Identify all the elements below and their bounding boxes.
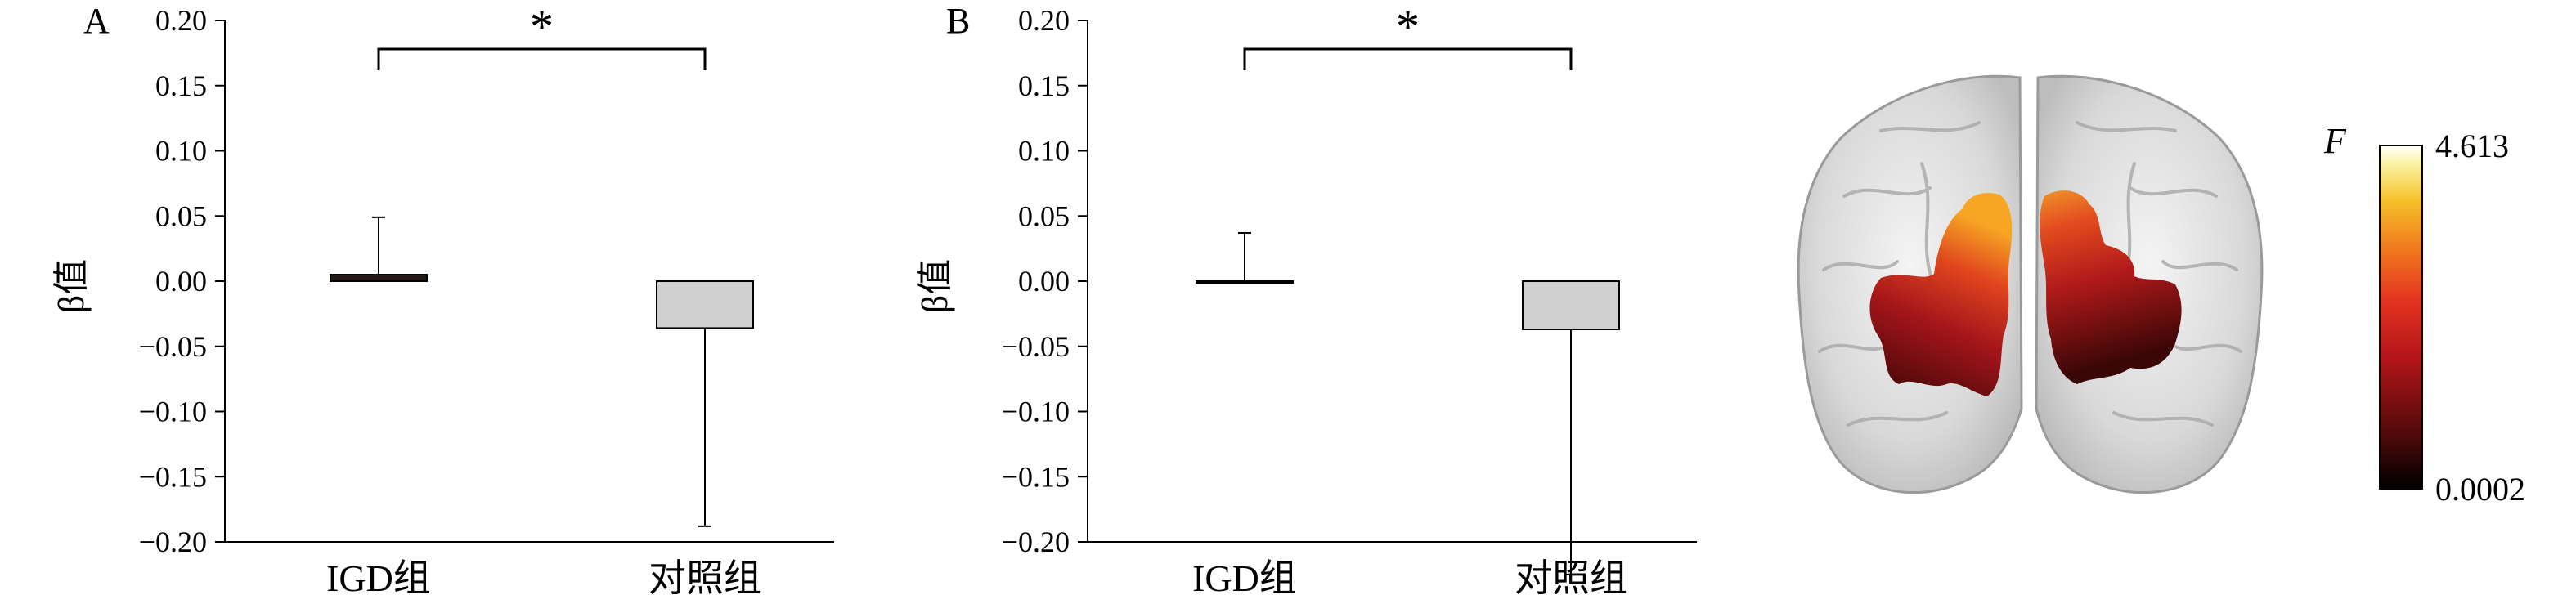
y-ticks-a: 0.20 0.15 0.10 0.05 0.00 −0.05 −0.10 −0.15 −0.20	[139, 4, 225, 558]
activation-cluster-right	[2040, 190, 2182, 384]
y-tick-label: 0.20	[1018, 4, 1070, 37]
significance-bracket-a	[377, 47, 707, 70]
significance-star-b: *	[1396, 0, 1420, 53]
colorbar-min-label: 0.0002	[2435, 471, 2525, 508]
bar	[1196, 280, 1294, 284]
y-tick-label: 0.10	[1018, 135, 1070, 168]
bar	[1522, 280, 1620, 331]
category-labels-b: IGD组 对照组	[1192, 557, 1627, 599]
y-axis-label-b: β值	[915, 259, 955, 313]
y-tick-label: −0.20	[1002, 526, 1070, 558]
significance-star-a: *	[530, 0, 554, 53]
y-tick-label: 0.05	[155, 199, 207, 232]
category-label: 对照组	[648, 557, 761, 599]
y-tick-label: −0.15	[1002, 460, 1070, 493]
y-tick-label: 0.15	[1018, 69, 1070, 102]
category-label: IGD组	[1192, 557, 1297, 599]
y-tick-label: 0.00	[155, 265, 207, 298]
y-tick-label: −0.05	[1002, 330, 1070, 363]
colorbar-gradient	[2379, 145, 2423, 490]
bars-b	[1196, 231, 1620, 575]
y-ticks-b: 0.20 0.15 0.10 0.05 0.00 −0.05 −0.10 −0.15 −0.20	[1002, 4, 1088, 558]
y-tick-label: 0.10	[155, 135, 207, 168]
y-tick-label: 0.05	[1018, 199, 1070, 232]
category-labels-a: IGD组 对照组	[326, 557, 761, 599]
colorbar-title: F	[2323, 121, 2347, 161]
y-tick-label: −0.10	[139, 396, 207, 428]
category-label: 对照组	[1515, 557, 1627, 599]
panel-b: B β值 0.20 0.15 0.10 0.05 0.00 −0.05 −0.10 −0.15…	[915, 0, 1697, 599]
significance-bracket-b	[1243, 47, 1573, 70]
y-tick-label: 0.20	[155, 4, 207, 37]
y-tick-label: 0.00	[1018, 265, 1070, 298]
panel-label-b: B	[946, 1, 970, 41]
brain-render	[1797, 74, 2264, 494]
bar	[656, 280, 754, 329]
category-label: IGD组	[326, 557, 431, 599]
bars-a	[330, 216, 754, 527]
activation-cluster-left	[1869, 192, 2013, 396]
bar	[330, 274, 428, 282]
y-tick-label: 0.15	[155, 69, 207, 102]
y-axis-label-a: β值	[52, 259, 92, 313]
colorbar: F 4.613 0.0002	[2323, 121, 2525, 508]
y-tick-label: −0.10	[1002, 396, 1070, 428]
colorbar-max-label: 4.613	[2435, 128, 2509, 164]
y-tick-label: −0.20	[139, 526, 207, 558]
panel-label-a: A	[83, 1, 110, 41]
panel-a: A β值 0.20 0.15 0.10 0.05 0.00 −0.05 −0.10 −0.15…	[52, 0, 834, 599]
y-tick-label: −0.15	[139, 460, 207, 493]
y-tick-label: −0.05	[139, 330, 207, 363]
